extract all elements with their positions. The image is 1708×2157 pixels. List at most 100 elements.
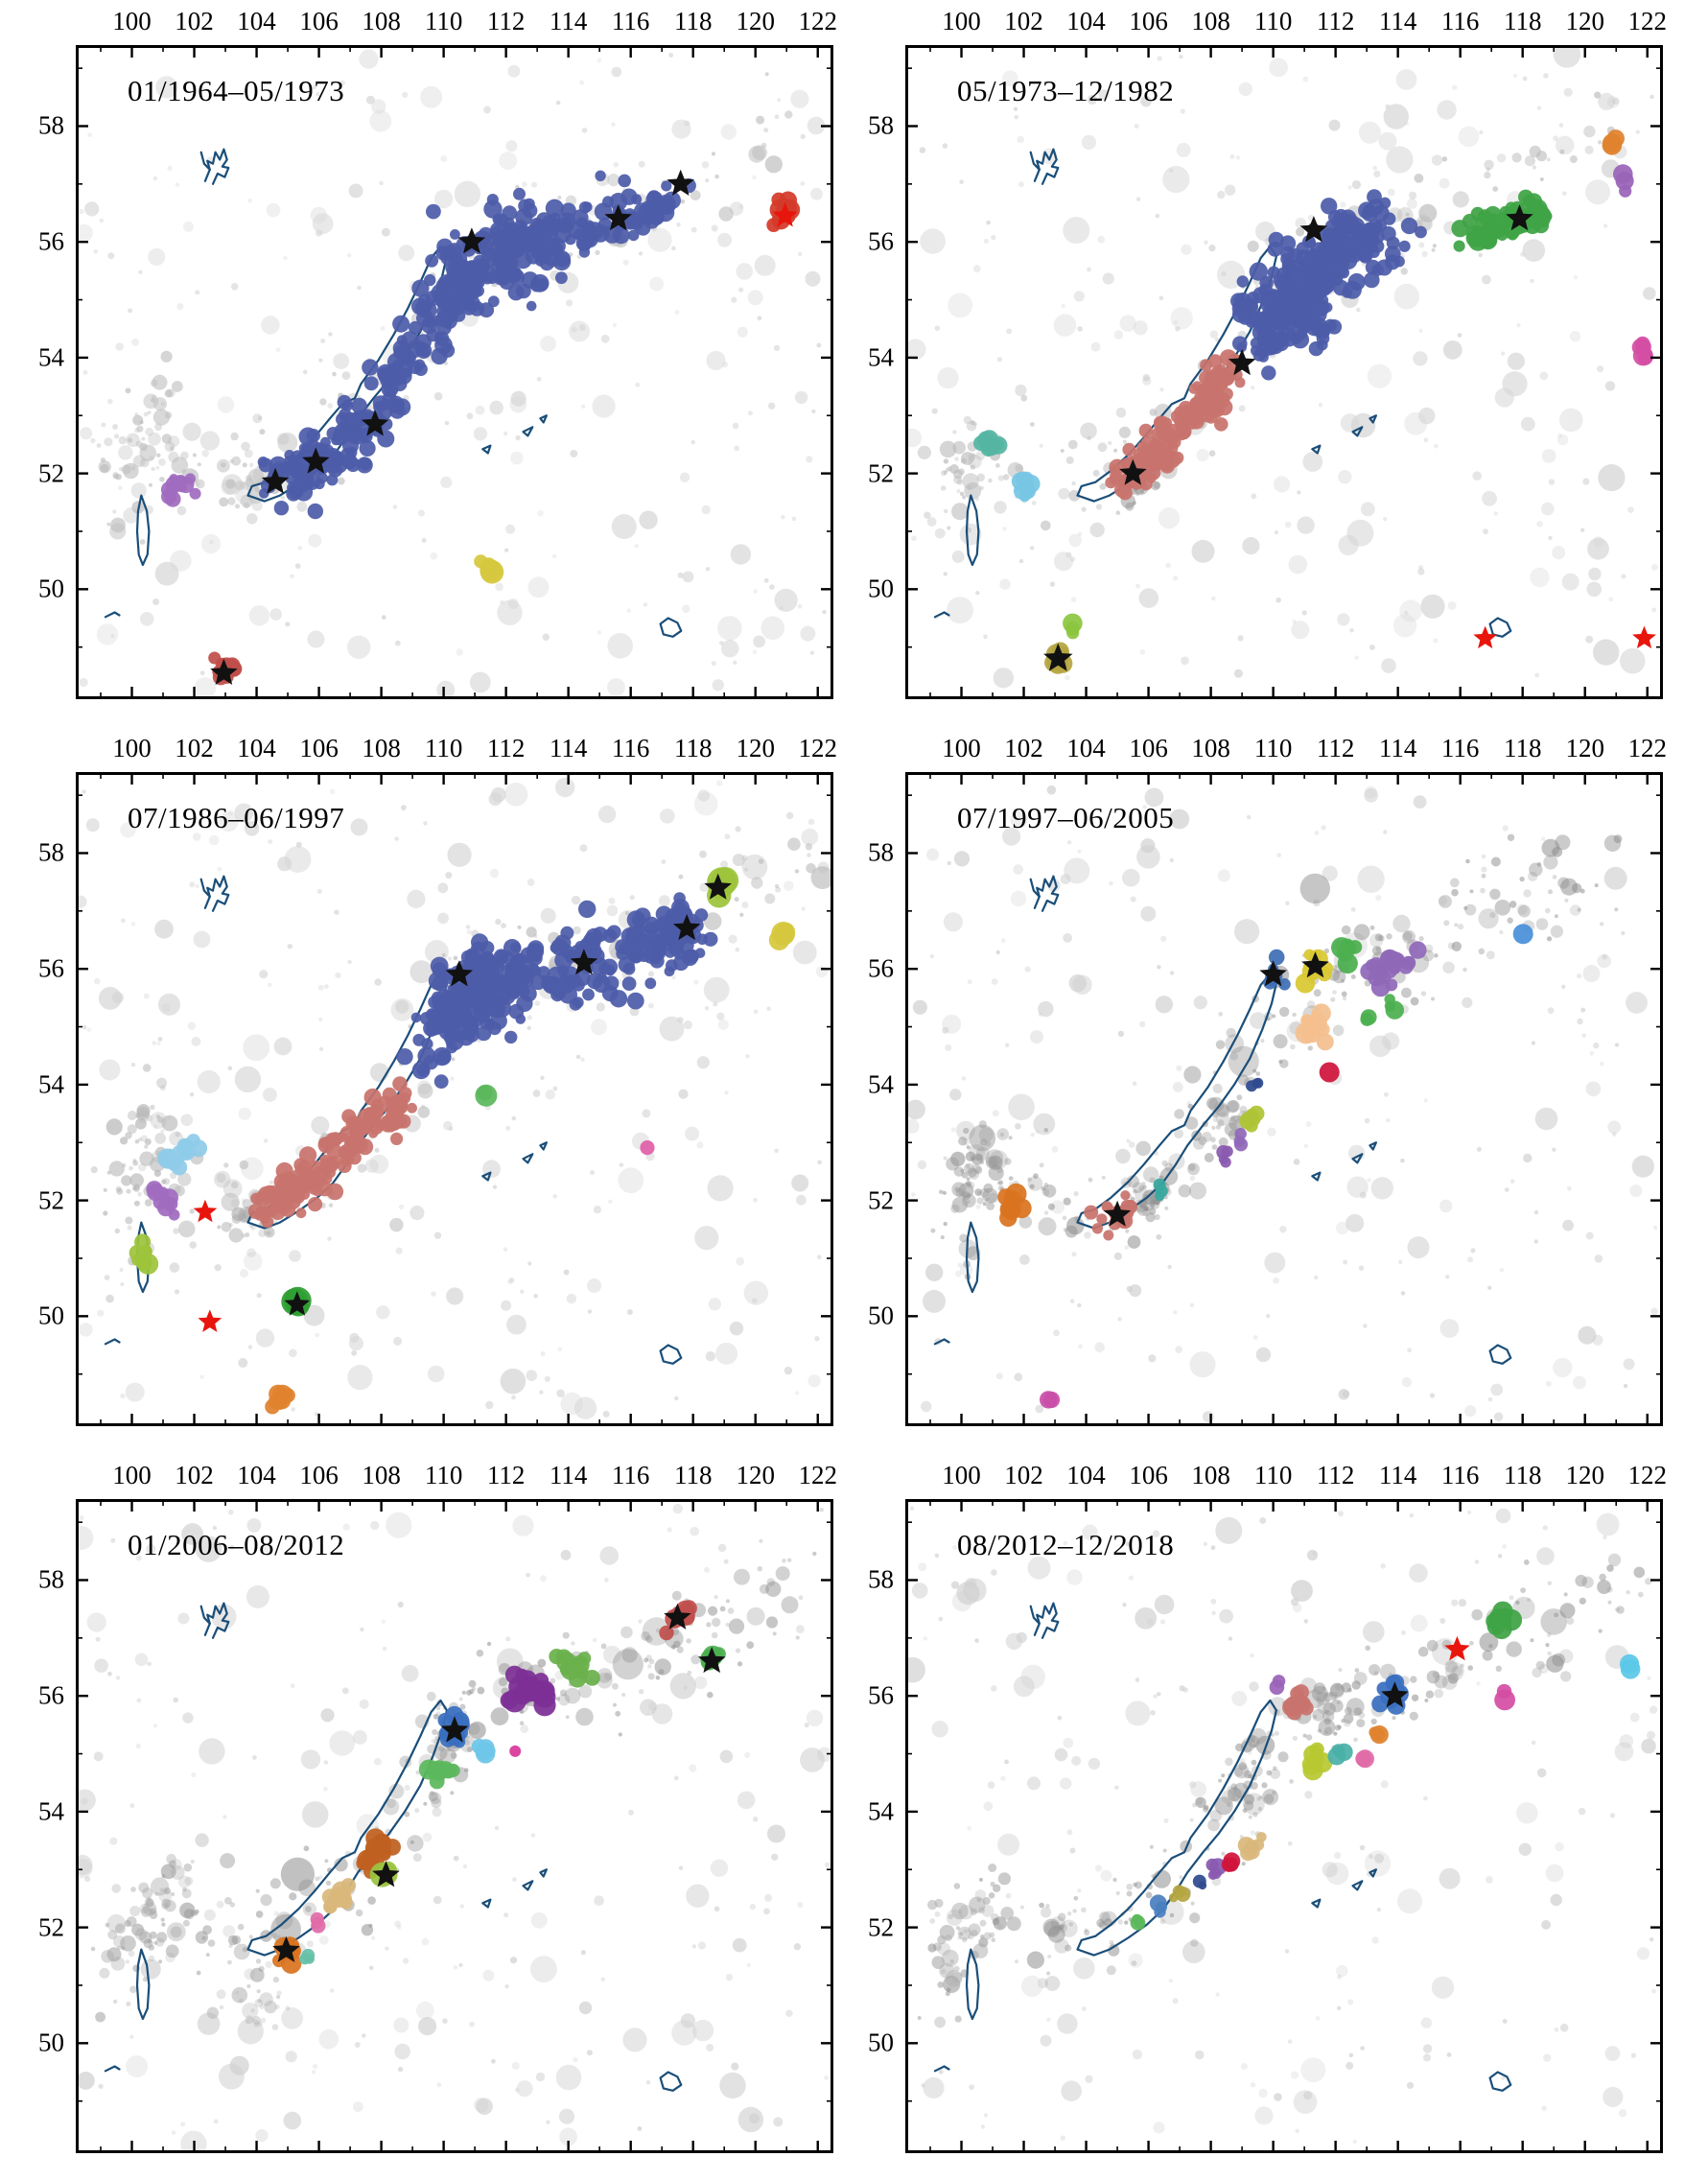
x-tick-label: 116 bbox=[1440, 7, 1480, 35]
axis-tick-marks bbox=[76, 1499, 833, 2153]
x-tick-label: 120 bbox=[1565, 1461, 1604, 1489]
x-tick-label: 104 bbox=[1066, 1461, 1106, 1489]
y-tick-label: 54 bbox=[38, 1796, 64, 1826]
background-seismicity-dots bbox=[905, 1506, 1658, 2145]
map-panel-1997-2005: 100 102 104 106 108 110 112 114 116 118 120 122 58 5… bbox=[868, 734, 1667, 1426]
black-star-marker bbox=[284, 1291, 311, 1316]
y-tick-label: 52 bbox=[868, 458, 894, 488]
y-tick-label: 50 bbox=[868, 1301, 894, 1330]
y-tick-label: 56 bbox=[38, 1680, 64, 1710]
x-tick-label: 102 bbox=[1004, 1461, 1043, 1489]
x-tick-label: 100 bbox=[112, 1461, 152, 1489]
x-tick-label: 116 bbox=[611, 1461, 650, 1489]
x-tick-label: 102 bbox=[1004, 734, 1043, 762]
y-tick-label: 56 bbox=[868, 1680, 894, 1710]
x-tick-label: 108 bbox=[1191, 7, 1230, 35]
x-tick-label: 120 bbox=[736, 7, 775, 35]
x-tick-label: 110 bbox=[1253, 1461, 1293, 1489]
x-tick-label: 114 bbox=[549, 7, 588, 35]
map-plot-area: 07/1986–06/1997 bbox=[76, 772, 833, 1426]
x-tick-label: 122 bbox=[1627, 1461, 1667, 1489]
map-plot-area: 08/2012–12/2018 bbox=[905, 1499, 1663, 2153]
y-tick-label: 54 bbox=[868, 1069, 894, 1099]
y-tick-label: 52 bbox=[868, 1185, 894, 1215]
x-tick-label: 100 bbox=[112, 734, 152, 762]
map-plot-area: 07/1997–06/2005 bbox=[905, 772, 1663, 1426]
x-tick-label: 106 bbox=[299, 734, 339, 762]
rift-band-dots bbox=[917, 1553, 1652, 2028]
x-tick-label: 122 bbox=[1627, 734, 1667, 762]
black-star-marker bbox=[210, 658, 238, 685]
x-tick-label: 108 bbox=[1191, 1461, 1230, 1489]
period-label: 01/2006–08/2012 bbox=[128, 1528, 345, 1561]
y-tick-label: 56 bbox=[38, 953, 64, 983]
y-tick-label: 58 bbox=[38, 110, 64, 140]
black-star-marker bbox=[361, 410, 389, 436]
black-star-marker bbox=[372, 1861, 400, 1887]
y-tick-label: 50 bbox=[38, 2028, 64, 2057]
black-star-marker bbox=[445, 960, 474, 987]
black-star-marker bbox=[261, 467, 290, 494]
map-plot-area: 01/1964–05/1973 bbox=[76, 45, 833, 699]
mainshock-stars bbox=[1381, 1635, 1470, 1708]
map-plot-area: 05/1973–12/1982 bbox=[905, 45, 1663, 699]
black-star-marker bbox=[604, 204, 632, 231]
x-tick-label: 110 bbox=[424, 1461, 463, 1489]
black-star-marker bbox=[1259, 960, 1287, 987]
x-tick-label: 108 bbox=[362, 7, 401, 35]
y-tick-label: 54 bbox=[868, 342, 894, 372]
red-star-marker bbox=[1444, 1635, 1470, 1661]
x-tick-label: 106 bbox=[1129, 734, 1168, 762]
x-tick-label: 100 bbox=[112, 7, 152, 35]
black-star-marker bbox=[1228, 348, 1256, 376]
map-canvas bbox=[905, 1499, 1663, 2153]
red-star-marker bbox=[1632, 625, 1656, 649]
y-tick-label: 50 bbox=[38, 574, 64, 603]
black-star-marker bbox=[1381, 1681, 1409, 1708]
period-label: 01/1964–05/1973 bbox=[128, 74, 345, 107]
map-canvas bbox=[905, 772, 1663, 1426]
black-star-marker bbox=[704, 873, 732, 900]
x-tick-label: 118 bbox=[673, 7, 713, 35]
x-tick-label: 116 bbox=[611, 734, 650, 762]
x-tick-label: 108 bbox=[1191, 734, 1230, 762]
axis-tick-marks bbox=[905, 45, 1663, 699]
black-star-marker bbox=[1119, 458, 1147, 485]
x-tick-label: 118 bbox=[1503, 1461, 1542, 1489]
x-tick-label: 122 bbox=[1627, 7, 1667, 35]
y-tick-label: 52 bbox=[38, 458, 64, 488]
x-tick-label: 100 bbox=[942, 1461, 981, 1489]
x-tick-label: 108 bbox=[362, 734, 401, 762]
x-tick-label: 114 bbox=[1378, 734, 1417, 762]
axis-tick-marks bbox=[76, 45, 833, 699]
gray-smudge-dots bbox=[96, 350, 267, 527]
x-tick-label: 114 bbox=[549, 734, 588, 762]
mainshock-stars bbox=[272, 1603, 726, 1962]
red-star-marker bbox=[198, 1309, 222, 1332]
earthquake-clusters bbox=[129, 867, 796, 1415]
black-star-marker bbox=[272, 1935, 300, 1962]
x-tick-label: 110 bbox=[1253, 7, 1293, 35]
mainshock-stars bbox=[1043, 204, 1656, 671]
x-tick-label: 102 bbox=[175, 1461, 214, 1489]
x-tick-label: 116 bbox=[611, 7, 650, 35]
x-tick-label: 104 bbox=[1066, 734, 1106, 762]
x-tick-label: 114 bbox=[549, 1461, 588, 1489]
x-tick-label: 104 bbox=[237, 734, 276, 762]
x-tick-label: 112 bbox=[486, 7, 526, 35]
red-star-marker bbox=[772, 202, 798, 227]
x-tick-label: 112 bbox=[486, 1461, 526, 1489]
x-tick-label: 122 bbox=[798, 734, 837, 762]
y-tick-label: 50 bbox=[868, 574, 894, 603]
y-tick-label: 50 bbox=[38, 1301, 64, 1330]
x-tick-label: 102 bbox=[175, 734, 214, 762]
x-tick-label: 102 bbox=[1004, 7, 1043, 35]
map-plot-area: 01/2006–08/2012 bbox=[76, 1499, 833, 2153]
black-star-marker bbox=[1043, 643, 1073, 671]
y-tick-label: 52 bbox=[38, 1912, 64, 1942]
background-seismicity-dots bbox=[76, 49, 827, 699]
x-tick-label: 122 bbox=[798, 1461, 837, 1489]
gray-smudge-dots bbox=[939, 1094, 1253, 1249]
x-tick-label: 104 bbox=[237, 1461, 276, 1489]
map-panel-2006-2012: 100 102 104 106 108 110 112 114 116 118 120 122 58 5… bbox=[38, 1461, 837, 2153]
